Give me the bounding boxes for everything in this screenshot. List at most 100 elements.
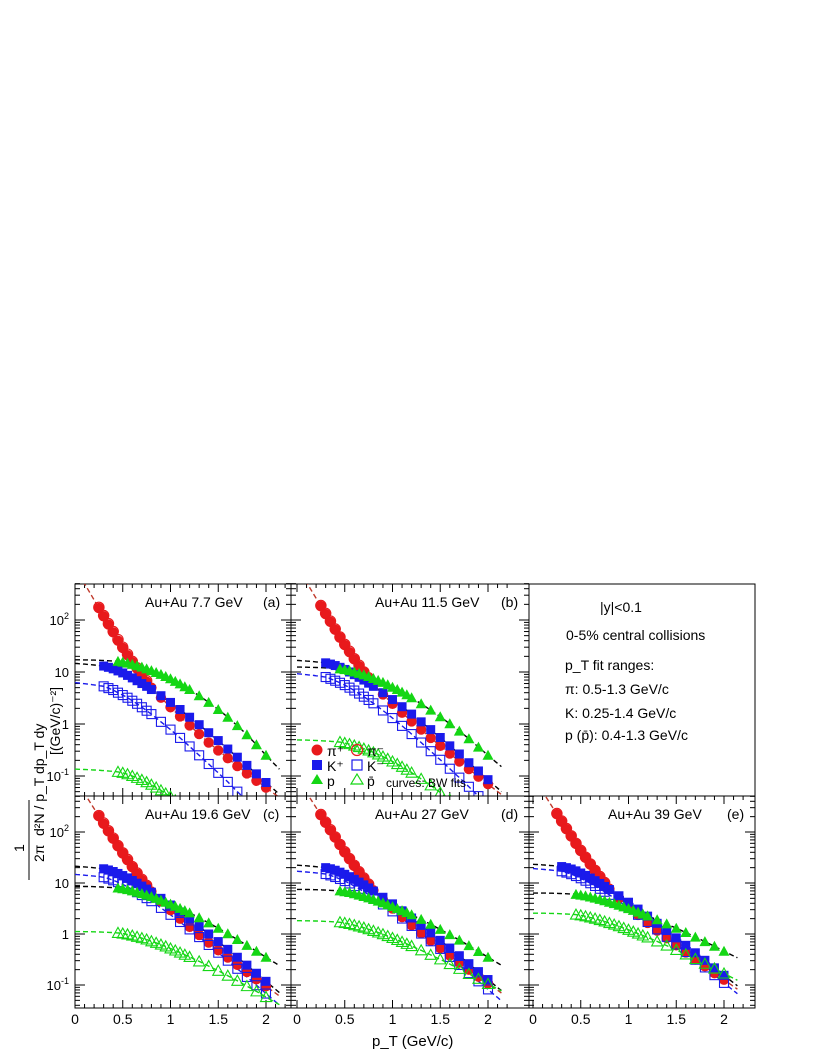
marker-k-minus — [146, 709, 157, 720]
marker-k-plus — [364, 678, 374, 688]
marker-antiproton — [381, 752, 395, 764]
marker-k-plus — [185, 712, 195, 722]
x-axis-title: p_T (GeV/c) — [372, 1033, 453, 1050]
y-axis-frac-num: 1 — [11, 844, 27, 852]
marker-k-plus — [123, 873, 133, 883]
marker-k-plus — [614, 891, 624, 901]
marker-pi-plus — [184, 921, 195, 933]
marker-k-minus — [463, 781, 474, 792]
marker-proton — [222, 711, 234, 722]
x-tick-label: 2 — [262, 1011, 270, 1027]
marker-k-plus — [445, 943, 455, 953]
marker-proton — [425, 704, 437, 715]
marker-antiproton — [708, 961, 721, 974]
markers — [315, 599, 494, 796]
y-tick-label: 10-1 — [47, 767, 69, 784]
marker-pi-plus — [406, 716, 417, 727]
marker-proton — [250, 739, 262, 750]
marker-proton — [651, 914, 663, 925]
legend: π⁺ π⁻ K⁺ K⁻ p p̄ curves: BW fits — [311, 743, 466, 790]
legend-antiproton-label: p̄ — [367, 773, 375, 789]
marker-proton — [434, 923, 446, 934]
marker-k-plus — [261, 976, 271, 986]
y-axis-expression: d²N / p_T dp_T dy — [31, 724, 47, 836]
marker-k-minus — [184, 924, 195, 935]
legend-k-minus-label: K⁻ — [367, 758, 384, 774]
marker-k-plus — [223, 944, 233, 954]
marker-k-minus — [425, 936, 436, 947]
marker-k-plus — [426, 928, 436, 938]
marker-antiproton — [462, 967, 476, 979]
marker-proton — [415, 913, 427, 924]
legend-pi-minus-label: π⁻ — [367, 743, 384, 759]
marker-proton — [415, 698, 427, 709]
marker-antiproton — [641, 930, 655, 943]
marker-antiproton — [160, 786, 171, 796]
marker-k-plus — [146, 685, 156, 695]
marker-k-minus — [425, 746, 436, 757]
marker-proton — [434, 711, 446, 722]
marker-k-plus — [175, 705, 185, 715]
panel-title: Au+Au 39 GeV — [608, 806, 702, 822]
panel-title: Au+Au 11.5 GeV — [375, 594, 480, 610]
marker-k-minus — [175, 916, 186, 928]
marker-k-minus — [661, 931, 672, 942]
x-tick-label: 0 — [293, 1011, 301, 1027]
marker-k-minus — [175, 732, 186, 743]
marker-antiproton — [660, 938, 674, 951]
y-tick-label: 1 — [62, 927, 69, 942]
marker-pi-plus — [213, 745, 224, 756]
x-tick-label: 0 — [529, 1011, 537, 1027]
marker-k-plus — [118, 871, 128, 881]
marker-proton — [689, 931, 701, 942]
panel-label: (a) — [263, 594, 280, 610]
marker-antiproton — [405, 766, 419, 778]
marker-antiproton — [424, 948, 438, 960]
marker-proton — [453, 725, 465, 736]
rapidity-text: |y|<0.1 — [600, 599, 642, 615]
panel-title: Au+Au 27 GeV — [375, 806, 469, 822]
marker-proton — [212, 922, 224, 933]
marker-antiproton — [259, 990, 273, 1003]
marker-k-plus — [242, 760, 252, 770]
marker-antiproton — [472, 972, 485, 984]
fit-curve — [297, 920, 502, 992]
marker-antiproton — [183, 950, 197, 962]
legend-proton-marker — [311, 774, 323, 784]
marker-pi-plus — [661, 932, 672, 944]
marker-antiproton — [405, 939, 419, 952]
x-tick-label: 1.5 — [431, 1011, 451, 1027]
marker-k-plus — [473, 967, 483, 977]
marker-antiproton — [230, 974, 244, 986]
marker-proton — [184, 684, 196, 695]
marker-k-minus — [222, 776, 233, 787]
marker-k-minus — [194, 932, 205, 943]
panel-label: (e) — [727, 806, 744, 822]
marker-antiproton — [717, 966, 731, 979]
k-range-text: K: 0.25-1.4 GeV/c — [565, 705, 676, 721]
markers — [315, 808, 495, 995]
marker-k-minus — [406, 729, 417, 740]
x-tick-label: 0.5 — [571, 1011, 591, 1027]
x-tick-label: 0.5 — [335, 1011, 355, 1027]
marker-antiproton — [481, 977, 495, 989]
fit-curve — [297, 888, 502, 966]
y-tick-label: 10 — [55, 665, 69, 680]
marker-pi-plus — [193, 929, 205, 941]
marker-pi-plus — [203, 937, 214, 948]
marker-k-plus — [709, 963, 719, 973]
marker-k-minus — [416, 928, 427, 939]
marker-antiproton — [400, 763, 414, 775]
marker-pi-plus — [222, 952, 233, 963]
legend-pi-plus-label: π⁺ — [327, 743, 344, 759]
marker-pi-plus — [203, 737, 214, 748]
marker-antiproton — [144, 778, 158, 790]
marker-antiproton — [250, 984, 263, 997]
marker-k-plus — [113, 666, 123, 676]
marker-proton — [718, 945, 730, 956]
marker-k-plus — [416, 717, 426, 727]
x-tick-label: 0 — [71, 1011, 79, 1027]
fit-curve — [296, 870, 502, 1002]
marker-antiproton — [669, 943, 683, 955]
